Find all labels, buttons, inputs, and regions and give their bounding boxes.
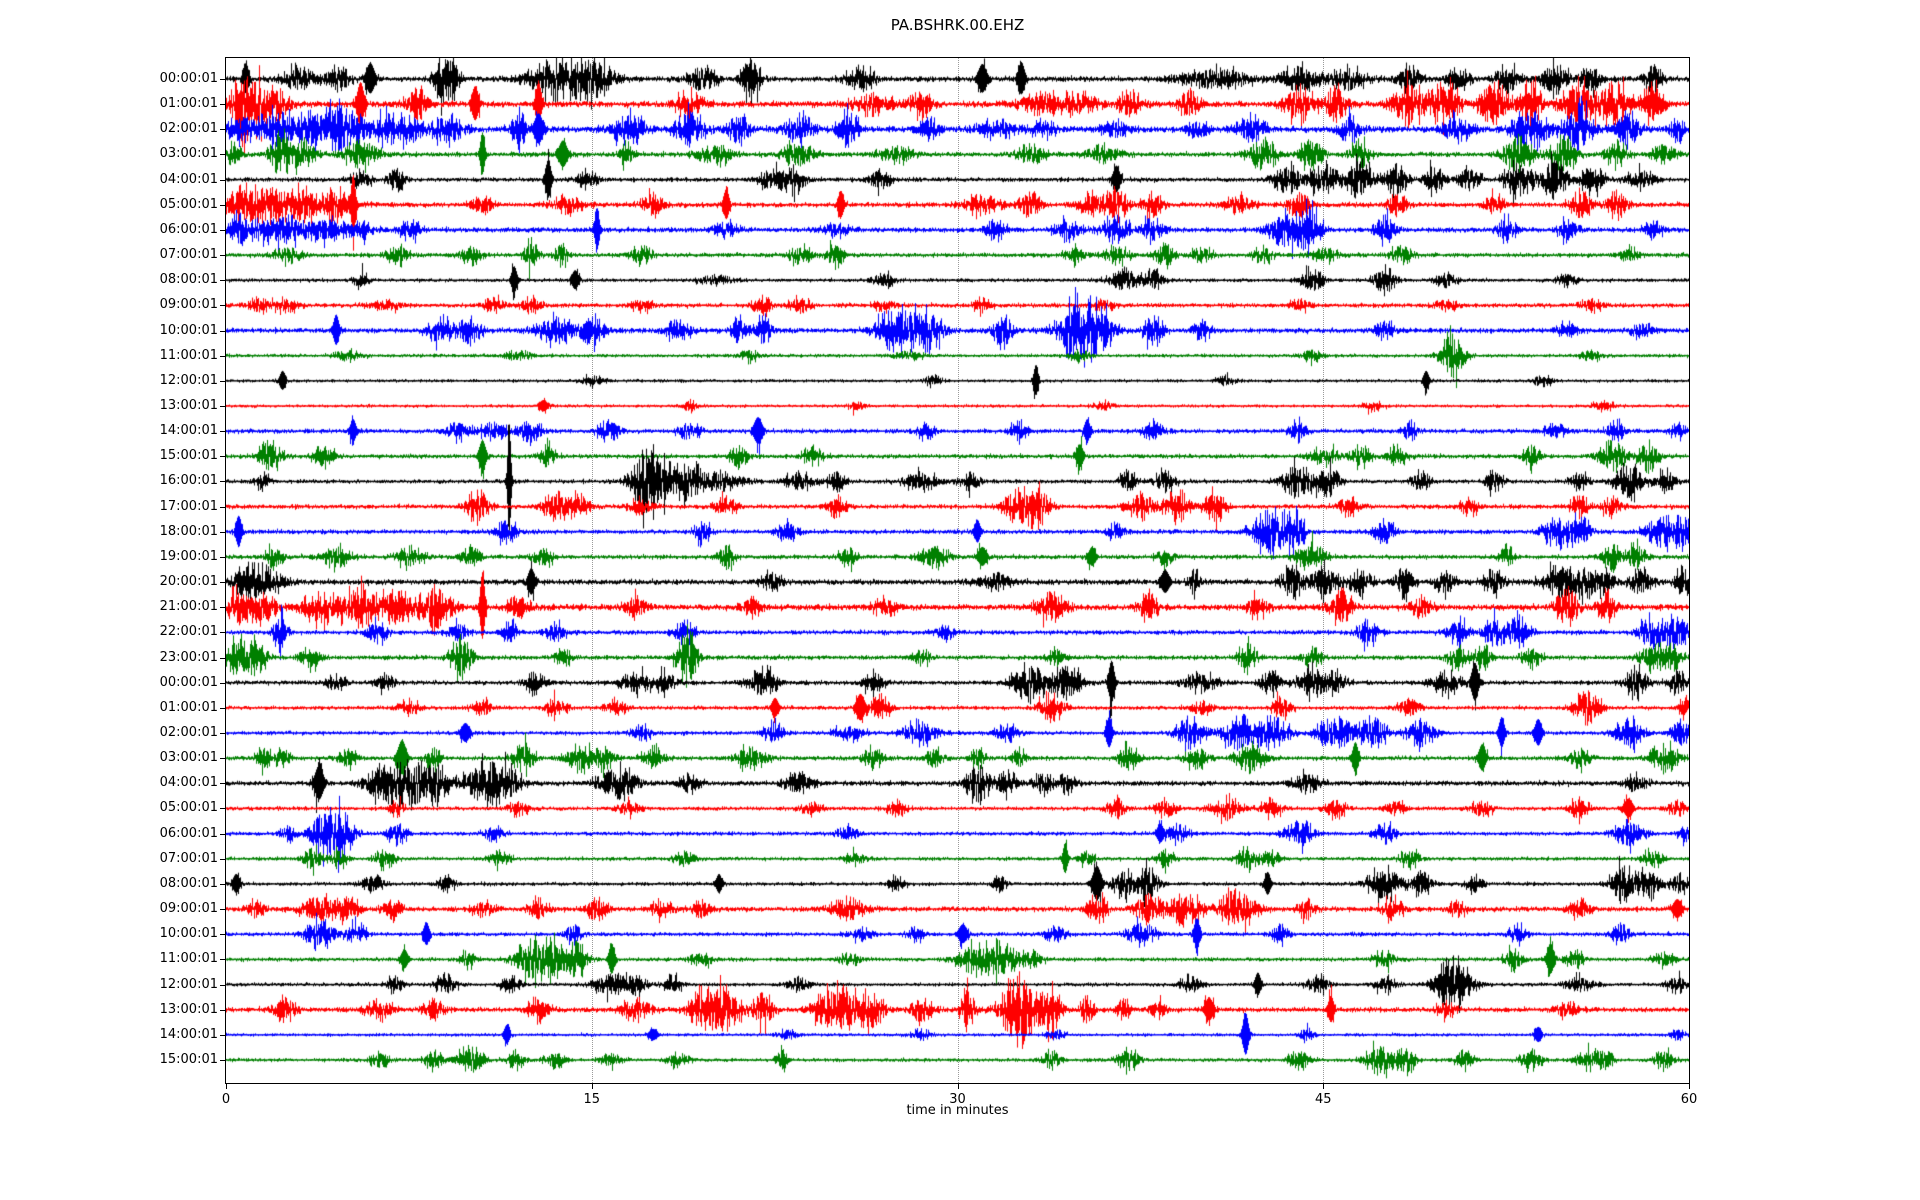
y-tick-label: 12:00:01 bbox=[159, 372, 218, 388]
y-tick-mark bbox=[220, 431, 225, 432]
y-tick-mark bbox=[220, 808, 225, 809]
y-tick-mark bbox=[220, 985, 225, 986]
y-tick-mark bbox=[220, 607, 225, 608]
seismogram-canvas bbox=[226, 58, 1689, 1083]
y-tick-mark bbox=[220, 632, 225, 633]
y-tick-label: 15:00:01 bbox=[159, 448, 218, 464]
y-tick-mark bbox=[220, 1035, 225, 1036]
y-tick-label: 21:00:01 bbox=[159, 599, 218, 615]
y-tick-label: 09:00:01 bbox=[159, 901, 218, 917]
y-tick-mark bbox=[220, 481, 225, 482]
y-tick-label: 17:00:01 bbox=[159, 498, 218, 514]
y-tick-mark bbox=[220, 859, 225, 860]
plot-area bbox=[225, 57, 1690, 1084]
y-tick-mark bbox=[220, 683, 225, 684]
x-tick-mark bbox=[1689, 1084, 1690, 1089]
chart-title: PA.BSHRK.00.EHZ bbox=[890, 16, 1025, 34]
y-tick-label: 00:00:01 bbox=[159, 674, 218, 690]
y-tick-mark bbox=[220, 406, 225, 407]
y-tick-mark bbox=[220, 104, 225, 105]
y-tick-mark bbox=[220, 507, 225, 508]
y-tick-mark bbox=[220, 708, 225, 709]
x-axis-label: time in minutes bbox=[906, 1103, 1009, 1118]
y-tick-label: 07:00:01 bbox=[159, 247, 218, 263]
y-tick-label: 07:00:01 bbox=[159, 850, 218, 866]
y-tick-label: 11:00:01 bbox=[159, 347, 218, 363]
y-tick-label: 10:00:01 bbox=[159, 322, 218, 338]
y-tick-label: 05:00:01 bbox=[159, 800, 218, 816]
y-tick-mark bbox=[220, 658, 225, 659]
y-tick-mark bbox=[220, 456, 225, 457]
x-tick-mark bbox=[592, 1084, 593, 1089]
y-tick-mark bbox=[220, 154, 225, 155]
y-tick-mark bbox=[220, 79, 225, 80]
y-tick-mark bbox=[220, 934, 225, 935]
y-tick-label: 02:00:01 bbox=[159, 725, 218, 740]
y-tick-label: 14:00:01 bbox=[159, 423, 218, 439]
y-tick-mark bbox=[220, 205, 225, 206]
y-tick-label: 10:00:01 bbox=[159, 926, 218, 942]
x-tick-label: 60 bbox=[1680, 1092, 1698, 1107]
y-tick-mark bbox=[220, 909, 225, 910]
y-tick-mark bbox=[220, 331, 225, 332]
y-tick-mark bbox=[220, 280, 225, 281]
y-tick-mark bbox=[220, 884, 225, 885]
y-tick-label: 01:00:01 bbox=[159, 96, 218, 112]
y-tick-label: 02:00:01 bbox=[159, 121, 218, 137]
y-tick-mark bbox=[220, 532, 225, 533]
y-tick-mark bbox=[220, 758, 225, 759]
y-tick-label: 00:00:01 bbox=[159, 71, 218, 86]
y-tick-label: 22:00:01 bbox=[159, 624, 218, 640]
y-tick-label: 15:00:01 bbox=[159, 1052, 218, 1067]
y-tick-mark bbox=[220, 582, 225, 583]
y-tick-mark bbox=[220, 557, 225, 558]
y-tick-mark bbox=[220, 733, 225, 734]
y-tick-label: 20:00:01 bbox=[159, 574, 218, 590]
x-tick-mark bbox=[958, 1084, 959, 1089]
x-tick-label: 15 bbox=[583, 1092, 601, 1107]
y-tick-label: 18:00:01 bbox=[159, 523, 218, 539]
y-tick-mark bbox=[220, 255, 225, 256]
y-tick-label: 01:00:01 bbox=[159, 699, 218, 715]
x-tick-mark bbox=[226, 1084, 227, 1089]
x-tick-label: 45 bbox=[1314, 1092, 1332, 1107]
y-tick-label: 08:00:01 bbox=[159, 875, 218, 891]
y-tick-mark bbox=[220, 1010, 225, 1011]
y-tick-mark bbox=[220, 129, 225, 130]
y-tick-mark bbox=[220, 381, 225, 382]
y-tick-label: 13:00:01 bbox=[159, 398, 218, 413]
y-tick-label: 16:00:01 bbox=[159, 473, 218, 489]
y-tick-label: 04:00:01 bbox=[159, 171, 218, 187]
y-tick-mark bbox=[220, 230, 225, 231]
y-tick-label: 05:00:01 bbox=[159, 196, 218, 212]
y-tick-label: 09:00:01 bbox=[159, 297, 218, 313]
y-tick-mark bbox=[220, 180, 225, 181]
y-tick-label: 14:00:01 bbox=[159, 1026, 218, 1042]
y-tick-label: 12:00:01 bbox=[159, 976, 218, 992]
y-tick-mark bbox=[220, 356, 225, 357]
y-tick-label: 19:00:01 bbox=[159, 548, 218, 564]
x-tick-label: 30 bbox=[949, 1092, 966, 1107]
y-tick-label: 06:00:01 bbox=[159, 825, 218, 841]
y-tick-mark bbox=[220, 834, 225, 835]
x-tick-mark bbox=[1323, 1084, 1324, 1089]
x-tick-label: 0 bbox=[221, 1092, 231, 1107]
y-tick-mark bbox=[220, 1060, 225, 1061]
y-tick-mark bbox=[220, 305, 225, 306]
y-tick-label: 13:00:01 bbox=[159, 1001, 218, 1017]
y-tick-label: 04:00:01 bbox=[159, 775, 218, 791]
y-tick-label: 23:00:01 bbox=[159, 649, 218, 665]
y-tick-mark bbox=[220, 959, 225, 960]
y-tick-label: 11:00:01 bbox=[159, 951, 218, 967]
y-tick-label: 03:00:01 bbox=[159, 750, 218, 766]
y-tick-label: 06:00:01 bbox=[159, 221, 218, 237]
y-tick-label: 08:00:01 bbox=[159, 272, 218, 288]
y-tick-label: 03:00:01 bbox=[159, 146, 218, 162]
y-tick-mark bbox=[220, 783, 225, 784]
